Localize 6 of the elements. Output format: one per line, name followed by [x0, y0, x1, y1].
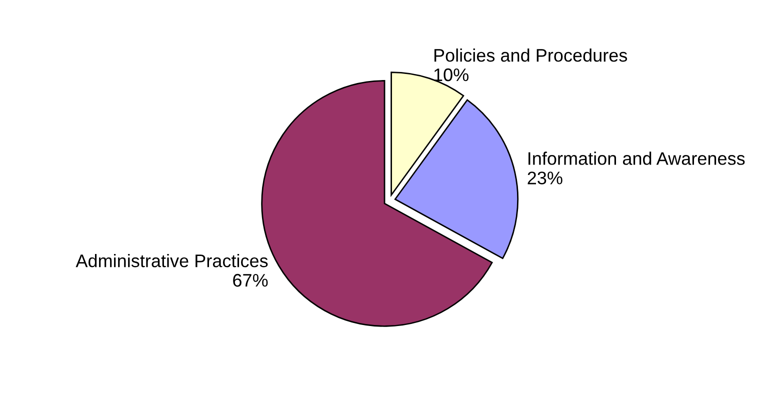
data-label: 23% [528, 172, 562, 184]
data-label: 10% [434, 68, 468, 82]
slice-label: Policies and Procedures [434, 48, 628, 62]
slice-label: Administrative Practices [76, 254, 268, 268]
slice-label: Information and Awareness [528, 152, 745, 165]
data-label: 67% [233, 274, 268, 287]
